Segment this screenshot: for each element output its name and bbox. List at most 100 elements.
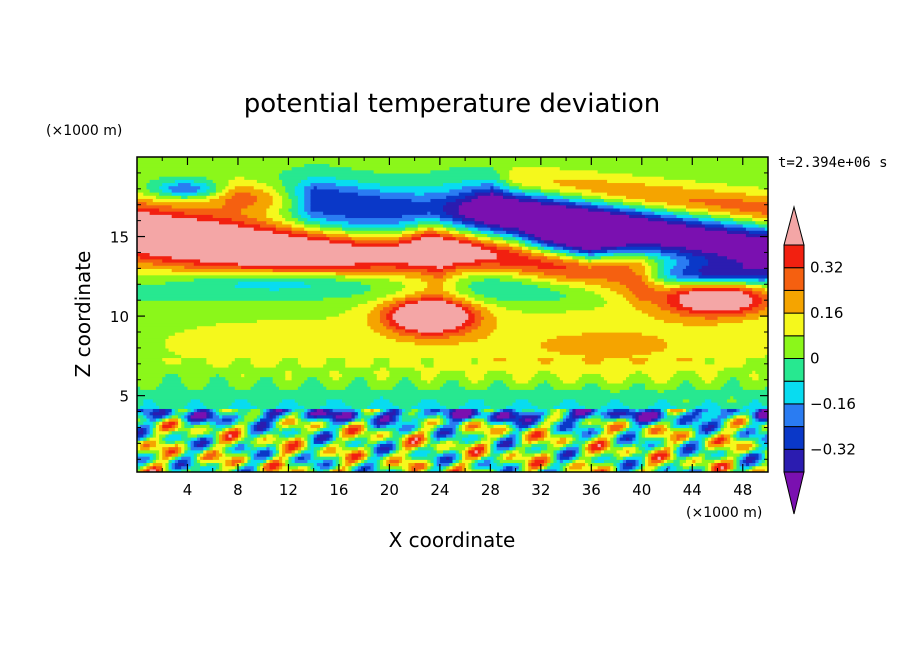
field-cell bbox=[168, 417, 179, 422]
field-cell bbox=[553, 411, 561, 416]
field-cell bbox=[761, 443, 768, 448]
field-cell bbox=[247, 430, 252, 435]
field-cell bbox=[556, 277, 608, 282]
field-cell bbox=[544, 437, 561, 441]
field-cell bbox=[502, 188, 510, 193]
field-cell bbox=[556, 373, 583, 378]
field-cell bbox=[250, 433, 258, 438]
field-cell bbox=[578, 456, 592, 460]
field-cell bbox=[357, 192, 416, 196]
field-cell bbox=[323, 427, 337, 432]
field-cell bbox=[480, 303, 498, 308]
field-cell bbox=[544, 468, 558, 472]
field-cell bbox=[408, 440, 413, 444]
field-cell bbox=[137, 402, 144, 406]
field-cell bbox=[496, 456, 504, 460]
field-cell bbox=[657, 462, 662, 467]
field-cell bbox=[648, 255, 659, 260]
field-cell bbox=[667, 443, 674, 448]
field-cell bbox=[585, 462, 589, 467]
field-cell bbox=[398, 430, 409, 435]
field-cell bbox=[626, 195, 768, 199]
field-cell bbox=[540, 424, 551, 429]
field-cell bbox=[632, 443, 637, 448]
field-cell bbox=[600, 446, 605, 451]
field-cell bbox=[711, 379, 728, 384]
field-cell bbox=[632, 382, 646, 387]
field-cell bbox=[282, 424, 290, 429]
field-cell bbox=[285, 417, 296, 422]
field-cell bbox=[168, 430, 173, 435]
field-cell bbox=[607, 201, 624, 206]
field-cell bbox=[436, 424, 441, 429]
field-cell bbox=[518, 465, 523, 470]
field-cell bbox=[559, 468, 564, 472]
field-cell bbox=[502, 430, 507, 435]
field-cell bbox=[427, 284, 444, 289]
field-cell bbox=[424, 421, 428, 425]
field-cell bbox=[622, 430, 627, 435]
field-cell bbox=[689, 437, 697, 441]
field-cell bbox=[449, 230, 460, 234]
field-cell bbox=[607, 408, 615, 413]
field-cell bbox=[515, 433, 520, 438]
field-cell bbox=[607, 443, 611, 448]
field-cell bbox=[332, 376, 340, 381]
field-cell bbox=[553, 443, 564, 448]
field-cell bbox=[550, 421, 555, 425]
field-cell bbox=[502, 192, 514, 196]
field-cell bbox=[430, 408, 441, 413]
field-cell bbox=[521, 468, 526, 472]
field-cell bbox=[521, 408, 536, 413]
field-cell bbox=[755, 408, 760, 413]
field-cell bbox=[285, 370, 293, 374]
field-cell bbox=[149, 411, 154, 416]
field-cell bbox=[225, 427, 230, 432]
field-cell bbox=[764, 456, 768, 460]
field-cell bbox=[720, 386, 744, 390]
field-cell bbox=[585, 446, 589, 451]
field-cell bbox=[137, 277, 195, 282]
field-cell bbox=[736, 456, 741, 460]
field-cell bbox=[171, 214, 214, 219]
field-cell bbox=[591, 437, 596, 441]
field-cell bbox=[585, 405, 602, 409]
field-cell bbox=[436, 449, 444, 454]
field-cell bbox=[518, 417, 526, 422]
field-cell bbox=[260, 414, 264, 419]
field-cell bbox=[250, 386, 280, 390]
field-cell bbox=[200, 449, 204, 454]
field-cell bbox=[297, 440, 302, 444]
field-cell bbox=[635, 408, 640, 413]
field-cell bbox=[490, 309, 523, 314]
field-cell bbox=[171, 459, 176, 464]
field-cell bbox=[203, 402, 233, 406]
field-cell bbox=[263, 427, 267, 432]
field-cell bbox=[370, 287, 403, 292]
field-cell bbox=[496, 179, 507, 184]
field-cell bbox=[531, 427, 536, 432]
field-cell bbox=[559, 290, 596, 295]
field-cell bbox=[468, 306, 476, 311]
field-cell bbox=[398, 322, 463, 327]
field-cell bbox=[247, 411, 261, 416]
field-cell bbox=[679, 297, 753, 301]
field-cell bbox=[471, 446, 476, 451]
field-cell bbox=[559, 249, 570, 254]
field-cell bbox=[477, 236, 491, 241]
field-cell bbox=[357, 427, 362, 432]
field-cell bbox=[395, 382, 416, 387]
field-cell bbox=[723, 424, 728, 429]
field-cell bbox=[622, 433, 637, 438]
field-cell bbox=[345, 462, 353, 467]
field-cell bbox=[427, 414, 438, 419]
field-cell bbox=[234, 424, 245, 429]
field-cell bbox=[663, 265, 674, 269]
field-cell bbox=[253, 468, 258, 472]
y-tick-label: 15 bbox=[110, 229, 129, 247]
field-cell bbox=[490, 227, 504, 231]
field-cell bbox=[338, 452, 346, 457]
field-cell bbox=[370, 408, 375, 413]
field-cell bbox=[237, 468, 242, 472]
field-cell bbox=[726, 424, 731, 429]
